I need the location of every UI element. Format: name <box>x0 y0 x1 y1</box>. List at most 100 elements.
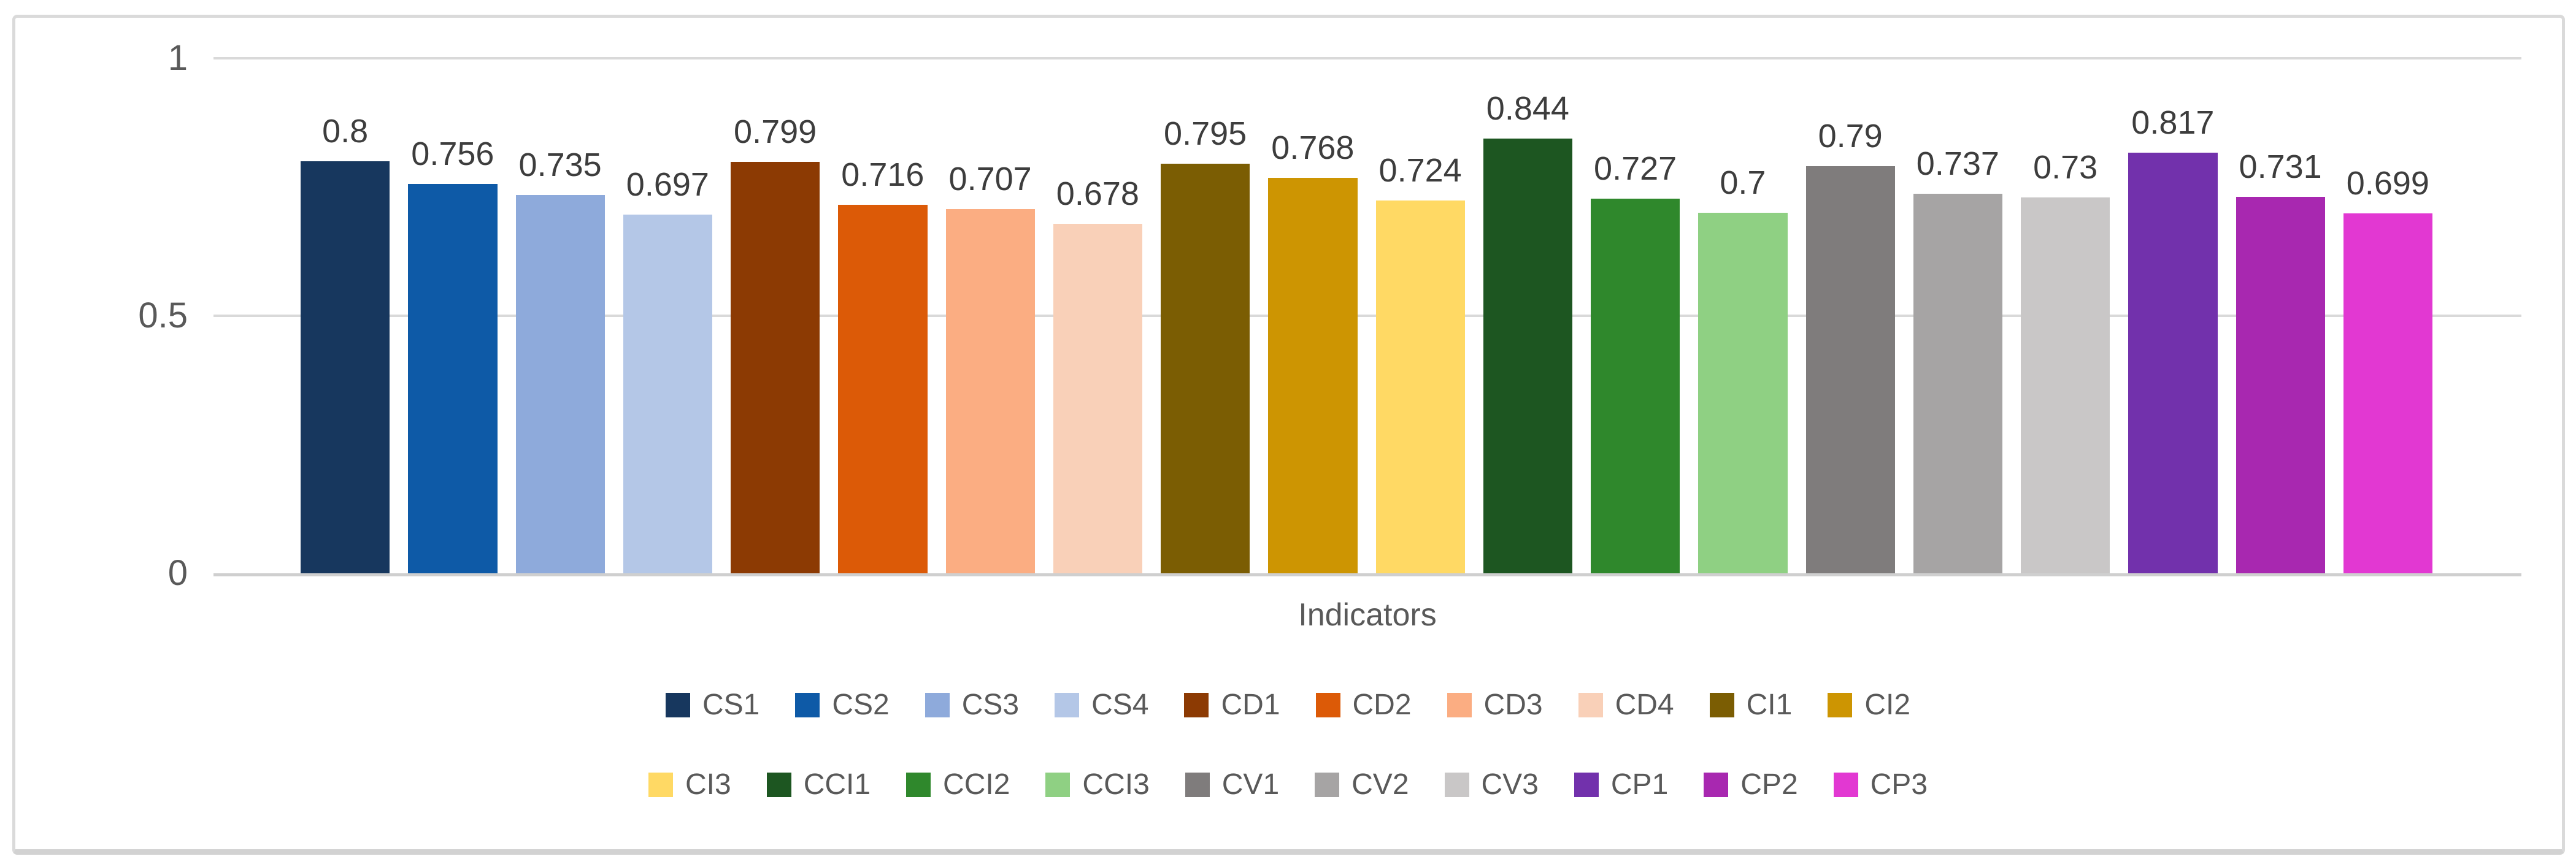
plot-area: 1 0.5 0 0.8 0.756 0.735 0.697 0.799 0.716 0.70… <box>138 40 2521 633</box>
bar-CD2 <box>838 204 928 573</box>
bar-CS2 <box>408 183 498 573</box>
bar-CCI1 <box>1483 139 1572 573</box>
bar-slot-CV1: 0.79 <box>1805 58 1895 573</box>
bar-CV3 <box>2021 197 2110 573</box>
bar-slot-CS3: 0.735 <box>515 58 605 573</box>
bar-value-label-CV3: 0.73 <box>2033 148 2098 186</box>
legend-swatch-CP2 <box>1704 772 1729 797</box>
bar-slot-CD1: 0.799 <box>731 58 820 573</box>
legend-label-CCI2: CCI2 <box>943 768 1010 801</box>
bar-CV2 <box>1913 193 2002 573</box>
y-tick-label-0.5: 0.5 <box>138 296 188 335</box>
bar-CI2 <box>1268 177 1358 573</box>
legend-row-1: CS1 CS2 CS3 CS4 CD1 CD2 CD3 CD4 CI1 CI2 <box>0 688 2576 722</box>
legend-item-CS4: CS4 <box>1055 688 1148 722</box>
bar-CP1 <box>2128 152 2218 573</box>
legend-label-CS4: CS4 <box>1091 689 1149 721</box>
legend-label-CV3: CV3 <box>1481 768 1539 801</box>
bar-slot-CS4: 0.697 <box>623 58 712 573</box>
legend-item-CV3: CV3 <box>1444 768 1539 801</box>
bar-value-label-CI1: 0.795 <box>1164 115 1247 153</box>
legend-label-CV1: CV1 <box>1221 768 1280 801</box>
legend-swatch-CD1 <box>1184 692 1209 717</box>
bar-CD3 <box>945 209 1035 573</box>
legend-item-CI2: CI2 <box>1828 688 1910 722</box>
legend-item-CV2: CV2 <box>1315 768 1409 801</box>
legend-swatch-CD4 <box>1578 692 1603 717</box>
bar-CCI3 <box>1698 213 1788 573</box>
gridline-1 <box>213 57 2521 59</box>
bar-slot-CD3: 0.707 <box>945 58 1035 573</box>
bar-value-label-CCI1: 0.844 <box>1486 90 1569 128</box>
bar-slot-CD4: 0.678 <box>1053 58 1142 573</box>
legend-label-CD3: CD3 <box>1483 689 1543 721</box>
legend-item-CCI2: CCI2 <box>906 768 1010 801</box>
bar-slot-CI3: 0.724 <box>1375 58 1465 573</box>
legend-label-CP2: CP2 <box>1740 768 1798 801</box>
bar-slot-CP1: 0.817 <box>2128 58 2218 573</box>
legend-item-CCI1: CCI1 <box>766 768 871 801</box>
bar-CV1 <box>1805 166 1895 573</box>
legend-label-CP1: CP1 <box>1610 768 1669 801</box>
bar-value-label-CCI2: 0.727 <box>1594 150 1677 188</box>
bar-slot-CP3: 0.699 <box>2343 58 2432 573</box>
legend-swatch-CP3 <box>1833 772 1858 797</box>
bar-value-label-CS3: 0.735 <box>518 146 602 183</box>
x-axis-title: Indicators <box>1298 597 1437 633</box>
legend-swatch-CP1 <box>1574 772 1599 797</box>
bar-value-label-CD4: 0.678 <box>1056 175 1139 213</box>
legend-swatch-CI3 <box>648 772 673 797</box>
legend-label-CCI3: CCI3 <box>1082 768 1150 801</box>
bar-slot-CCI3: 0.7 <box>1698 58 1788 573</box>
bar-slot-CCI1: 0.844 <box>1483 58 1572 573</box>
legend-swatch-CS1 <box>665 692 690 717</box>
legend-swatch-CV2 <box>1315 772 1340 797</box>
legend-label-CS2: CS2 <box>832 689 890 721</box>
legend-item-CD4: CD4 <box>1578 688 1674 722</box>
bar-slot-CV3: 0.73 <box>2021 58 2110 573</box>
bar-value-label-CI2: 0.768 <box>1271 129 1355 166</box>
bar-value-label-CV1: 0.79 <box>1818 118 1883 155</box>
bar-CD1 <box>731 161 820 573</box>
bar-CI3 <box>1375 200 1465 573</box>
bar-slot-CI1: 0.795 <box>1161 58 1250 573</box>
bar-CP3 <box>2343 213 2432 573</box>
legend-label-CD4: CD4 <box>1615 689 1674 721</box>
bar-CCI2 <box>1591 199 1680 573</box>
legend-item-CD1: CD1 <box>1184 688 1280 722</box>
legend-label-CS1: CS1 <box>702 689 760 721</box>
legend-item-CD3: CD3 <box>1447 688 1543 722</box>
legend-swatch-CS4 <box>1055 692 1080 717</box>
bar-CP2 <box>2236 196 2325 573</box>
y-tick-label-0: 0 <box>167 553 188 593</box>
legend-item-CS1: CS1 <box>665 688 760 722</box>
legend-item-CP3: CP3 <box>1833 768 1928 801</box>
bar-value-label-CV2: 0.737 <box>1916 145 1999 182</box>
bar-CI1 <box>1161 164 1250 573</box>
legend-item-CP2: CP2 <box>1704 768 1798 801</box>
bar-slot-CI2: 0.768 <box>1268 58 1358 573</box>
legend-swatch-CS3 <box>925 692 950 717</box>
legend-swatch-CI1 <box>1709 692 1734 717</box>
bar-slot-CCI2: 0.727 <box>1591 58 1680 573</box>
bar-value-label-CI3: 0.724 <box>1378 151 1462 189</box>
legend-swatch-CV1 <box>1185 772 1210 797</box>
bar-value-label-CD3: 0.707 <box>948 161 1032 198</box>
legend-label-CS3: CS3 <box>961 689 1020 721</box>
bar-slot-CV2: 0.737 <box>1913 58 2002 573</box>
bar-value-label-CP3: 0.699 <box>2346 164 2429 202</box>
bar-slot-CS1: 0.8 <box>301 58 390 573</box>
legend-swatch-CCI1 <box>766 772 791 797</box>
legend-label-CD1: CD1 <box>1221 689 1280 721</box>
legend-label-CV2: CV2 <box>1351 768 1409 801</box>
bar-CD4 <box>1053 224 1142 573</box>
legend-swatch-CCI2 <box>906 772 931 797</box>
bar-CS1 <box>301 161 390 573</box>
bar-CS4 <box>623 214 712 573</box>
legend-item-CD2: CD2 <box>1315 688 1412 722</box>
legend-row-2: CI3 CCI1 CCI2 CCI3 CV1 CV2 CV3 CP1 CP2 CP3 <box>0 768 2576 801</box>
legend-item-CS3: CS3 <box>925 688 1019 722</box>
legend-item-CI3: CI3 <box>648 768 731 801</box>
bars: 0.8 0.756 0.735 0.697 0.799 0.716 0.707 0.678 0.… <box>301 58 2432 573</box>
